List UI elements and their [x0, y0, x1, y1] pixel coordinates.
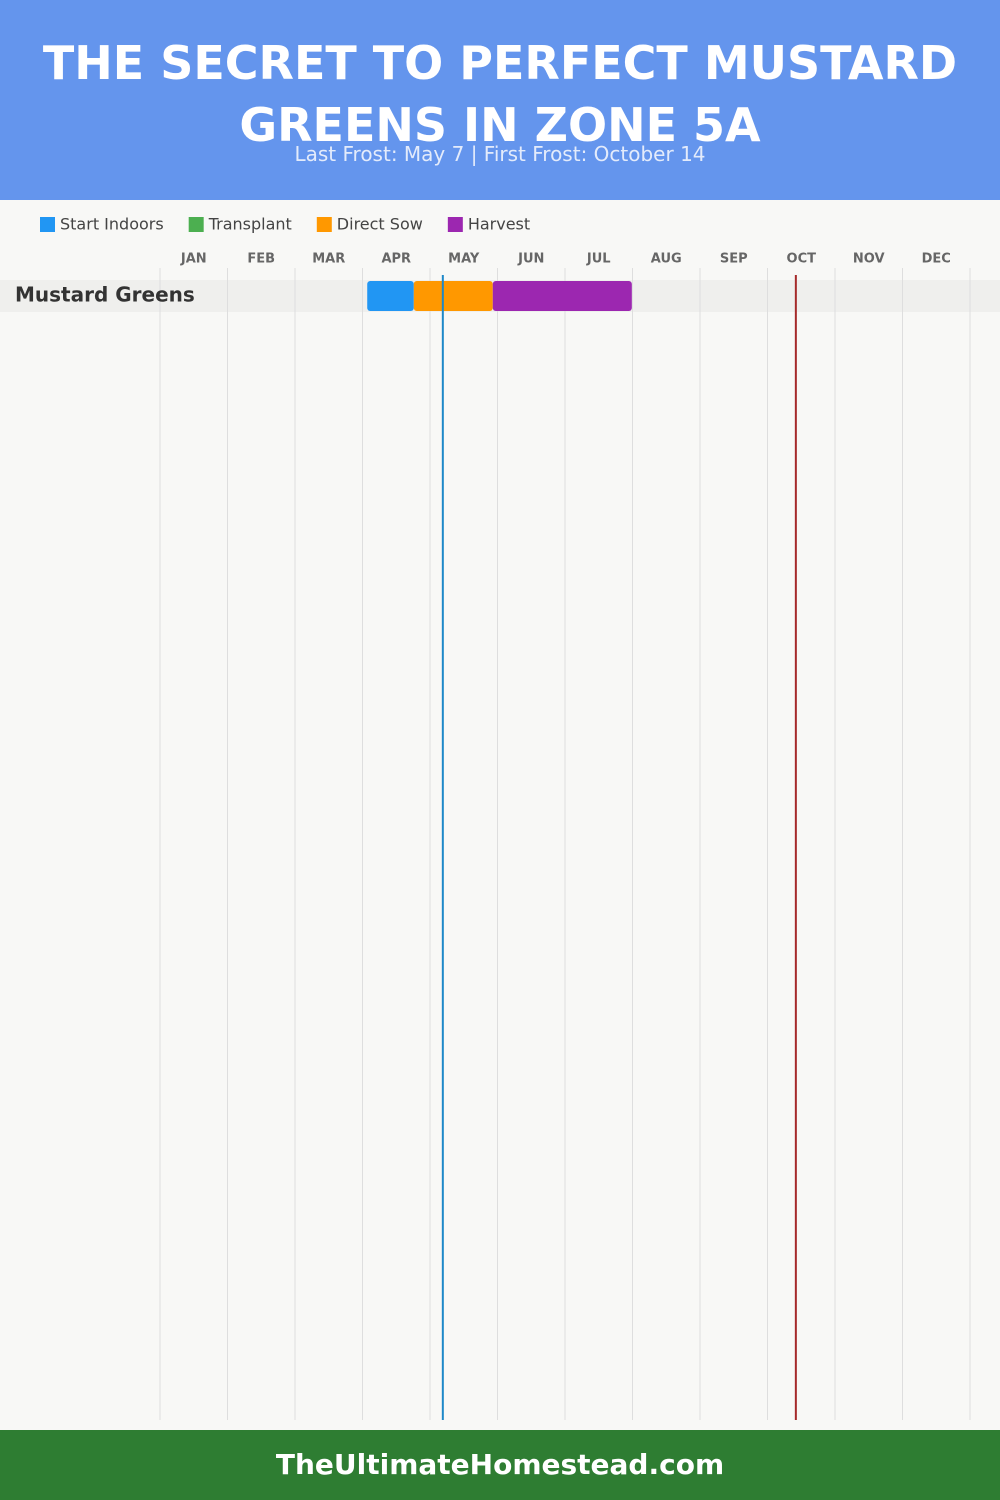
header: THE SECRET TO PERFECT MUSTARD GREENS IN … [0, 0, 1000, 200]
legend-label: Transplant [208, 215, 292, 234]
task-bar [367, 281, 414, 311]
legend-swatch [40, 217, 55, 232]
x-tick-label: OCT [787, 252, 817, 267]
x-tick-label: AUG [651, 252, 682, 267]
x-tick-label: MAY [448, 252, 480, 267]
task-bar [413, 281, 493, 311]
chart-title: THE SECRET TO PERFECT MUSTARD GREENS IN … [42, 36, 958, 152]
legend-label: Start Indoors [60, 215, 164, 234]
legend-swatch [316, 217, 332, 232]
x-tick-label: DEC [922, 252, 951, 267]
x-tick-label: FEB [247, 252, 275, 267]
x-tick-label: APR [381, 252, 411, 267]
legend-label: Harvest [468, 215, 530, 234]
footer: TheUltimateHomestead.com [0, 1430, 1000, 1500]
x-tick-label: JUL [586, 252, 611, 267]
legend-swatch [447, 217, 463, 232]
x-tick-label: JUN [517, 252, 544, 267]
chart: Start Indoors Transplant Direct Sow Harvest… [0, 215, 1000, 1420]
x-tick-label: MAR [312, 252, 345, 267]
x-tick-label: JAN [180, 252, 207, 267]
x-tick-label: SEP [720, 252, 748, 267]
row-label: Mustard Greens [15, 283, 195, 307]
x-tick-label: NOV [853, 252, 885, 267]
legend-swatch [188, 217, 204, 232]
legend-label: Direct Sow [337, 215, 423, 234]
chart-subtitle: Last Frost: May 7 | First Frost: October… [294, 142, 706, 166]
task-bar [492, 281, 632, 311]
